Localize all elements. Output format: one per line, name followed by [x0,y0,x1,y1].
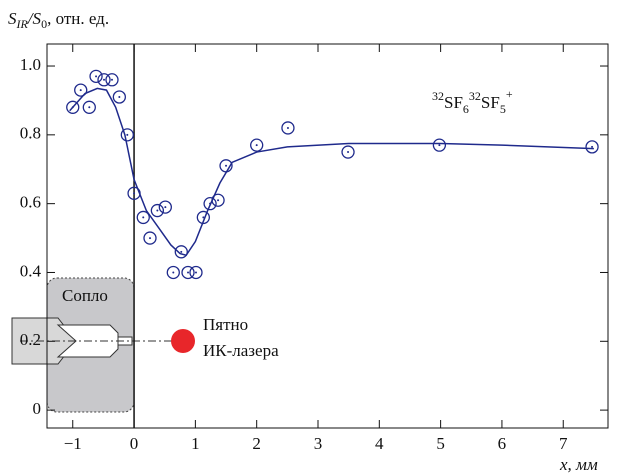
x-tick-label: 7 [559,434,568,453]
y-axis-label: SIR/S0, отн. ед. [8,9,109,31]
data-point [203,197,217,211]
nozzle-label: Сопло [62,286,108,305]
data-point-center [255,144,258,147]
data-point-center [149,237,152,240]
data-point [196,210,210,225]
laser-spot [171,329,195,353]
y-tick-label: 0 [33,399,42,418]
data-point [158,200,172,214]
data-point-center [202,216,205,219]
x-tick-label: 2 [252,434,261,453]
x-tick-label: 0 [130,434,139,453]
data-point-center [103,78,106,81]
data-point-center [225,164,228,167]
data-point [120,128,134,142]
data-point-center [187,271,190,274]
fit-line [69,87,594,257]
y-tick-label: 0.4 [20,261,42,280]
data-point-center [126,133,129,136]
data-point [150,203,165,218]
data-point-center [194,271,197,274]
data-point-center [347,151,350,154]
data-point [585,140,599,154]
x-tick-label: 1 [191,434,200,453]
laser-label: ИК-лазера [203,341,279,360]
x-tick-label: 3 [314,434,323,453]
data-point [89,69,103,83]
data-point [341,145,355,159]
data-point [250,138,264,152]
y-tick-label: 1.0 [20,55,41,74]
data-point-center [118,95,121,98]
data-point [181,265,195,280]
data-point [97,73,111,87]
data-point-center [591,145,594,148]
plot-frame [46,43,609,429]
data-point [74,83,88,97]
data-point [105,73,119,87]
data-point-center [217,199,220,202]
x-tick-label: 6 [498,434,507,453]
data-point-center [164,206,167,209]
data-point-center [142,216,145,219]
data-point [136,210,150,225]
y-tick-label: 0.8 [20,124,41,143]
x-tick-label: −1 [64,434,82,453]
data-point [82,100,96,114]
data-point [432,138,447,152]
data-point-center [110,78,113,81]
x-tick-label: 5 [436,434,445,453]
data-point [66,100,80,114]
data-point-center [172,271,175,274]
laser-label: Пятно [203,315,248,334]
annotation: 32SF632SF5+ [432,87,513,116]
data-point-center [156,209,159,212]
x-tick-label: 4 [375,434,384,453]
data-point-center [180,250,183,253]
data-point-center [286,126,289,129]
y-tick-label: 0.2 [20,330,41,349]
data-point-center [133,192,136,195]
data-point [166,265,180,280]
data-point [143,231,157,245]
data-point [112,90,126,104]
data-point-center [95,75,98,78]
data-point [189,265,203,280]
data-point-center [88,106,91,109]
data-point-center [79,89,82,92]
data-point-center [438,144,441,147]
y-tick-label: 0.6 [20,193,41,212]
x-axis-label: x, мм [559,455,598,474]
data-point [174,245,188,259]
data-point [281,121,295,135]
